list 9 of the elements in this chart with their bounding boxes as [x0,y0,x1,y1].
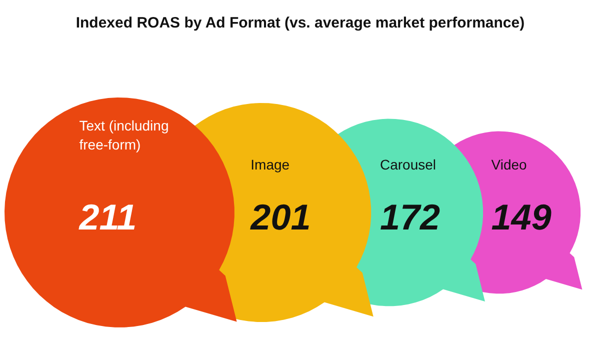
text: Indexed ROAS by Ad Format (vs. average market performance) [76,14,525,32]
data-label: 149 [491,196,552,238]
data-label: 201 [250,196,311,238]
category-label: Image [250,156,290,172]
category-label: Video [491,156,528,172]
data-label: 172 [380,196,440,238]
data-label: 211 [78,196,137,238]
category-label: Text (including free-form) [79,117,169,152]
category-label: Carousel [380,156,436,172]
